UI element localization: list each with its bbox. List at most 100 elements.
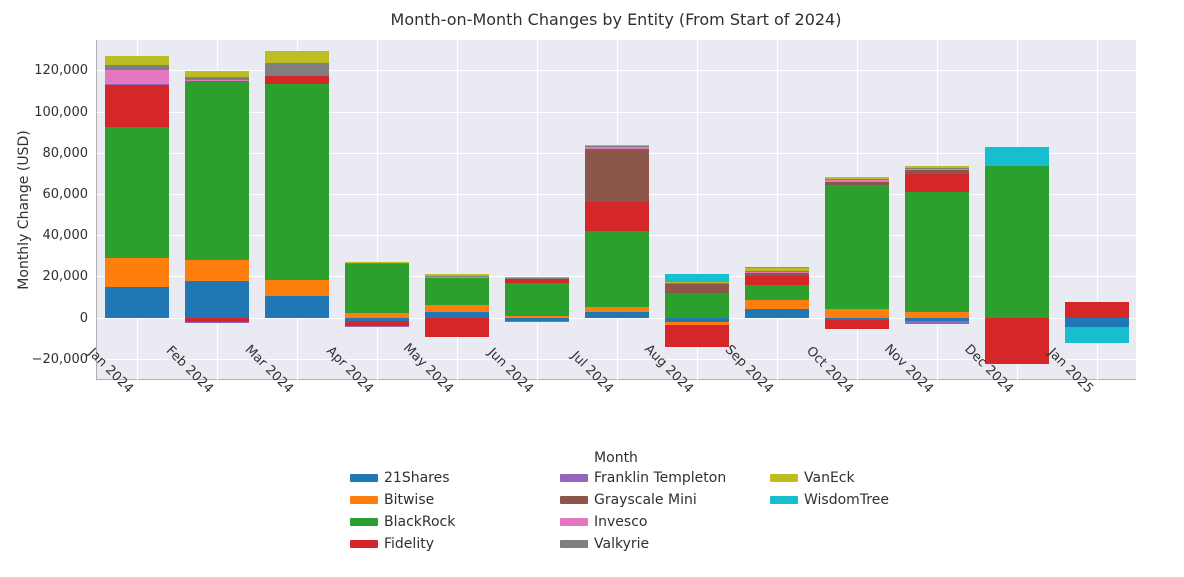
legend-swatch	[350, 474, 378, 482]
legend-label: Grayscale Mini	[594, 492, 697, 508]
legend-item: Grayscale Mini	[560, 492, 697, 508]
legend-item: BlackRock	[350, 514, 455, 530]
bar-segment	[505, 283, 569, 316]
bar-segment	[265, 63, 329, 75]
legend-item: Fidelity	[350, 536, 434, 552]
bar-segment	[185, 322, 249, 323]
bar-segment	[105, 127, 169, 259]
bar-segment	[665, 283, 729, 284]
legend-swatch	[350, 540, 378, 548]
legend-item: Invesco	[560, 514, 647, 530]
bar-segment	[265, 75, 329, 76]
legend-label: Franklin Templeton	[594, 470, 726, 486]
bar-segment	[585, 146, 649, 147]
legend-item: 21Shares	[350, 470, 450, 486]
bar-segment	[825, 309, 889, 318]
bar-segment	[745, 267, 809, 268]
bar-segment	[105, 84, 169, 85]
y-tick-label: 60,000	[43, 187, 89, 202]
bar-segment	[185, 71, 249, 77]
legend-swatch	[560, 518, 588, 526]
bar-segment	[665, 293, 729, 318]
bar-segment	[425, 318, 489, 337]
bar-segment	[985, 318, 1049, 363]
bar-segment	[505, 278, 569, 283]
bar-segment	[905, 192, 969, 312]
bar-segment	[585, 231, 649, 307]
bar-segment	[1065, 327, 1129, 342]
bar-segment	[585, 312, 649, 318]
bar-segment	[265, 84, 329, 280]
chart-title: Month-on-Month Changes by Entity (From S…	[391, 10, 842, 29]
y-tick-label: 120,000	[34, 63, 88, 78]
legend-swatch	[560, 474, 588, 482]
legend-label: Valkyrie	[594, 536, 649, 552]
bar-segment	[825, 179, 889, 180]
bar-segment	[585, 202, 649, 231]
bar-segment	[905, 170, 969, 174]
bar-segment	[345, 264, 409, 313]
bar-segment	[585, 145, 649, 146]
bar-segment	[825, 320, 889, 329]
bar-segment	[585, 307, 649, 312]
legend-item: WisdomTree	[770, 492, 889, 508]
bar-segment	[905, 174, 969, 193]
bar-segment	[345, 326, 409, 327]
bar-segment	[265, 296, 329, 319]
bar-segment	[745, 300, 809, 309]
bar-segment	[105, 85, 169, 126]
bar-segment	[345, 262, 409, 263]
bar-segment	[825, 180, 889, 181]
bar-segment	[745, 276, 809, 285]
bar-segment	[185, 81, 249, 260]
gridline-v	[537, 40, 538, 380]
legend-swatch	[560, 496, 588, 504]
bar-segment	[665, 325, 729, 348]
bar-segment	[425, 277, 489, 278]
legend-item: Valkyrie	[560, 536, 649, 552]
bar-segment	[105, 56, 169, 64]
bar-segment	[825, 185, 889, 309]
y-tick-label: 40,000	[43, 228, 89, 243]
bar-segment	[905, 312, 969, 318]
bar-segment	[505, 277, 569, 278]
legend-swatch	[560, 540, 588, 548]
bar-segment	[425, 274, 489, 276]
gridline-v	[777, 40, 778, 380]
figure: Month-on-Month Changes by Entity (From S…	[0, 0, 1184, 577]
legend-label: BlackRock	[384, 514, 455, 530]
bar-segment	[1065, 318, 1129, 327]
legend-swatch	[770, 496, 798, 504]
bar-segment	[745, 272, 809, 276]
y-axis-label: Monthly Change (USD)	[16, 130, 32, 289]
legend-label: Invesco	[594, 514, 647, 530]
bar-segment	[265, 51, 329, 62]
bar-segment	[585, 147, 649, 149]
bar-segment	[985, 147, 1049, 166]
legend-label: WisdomTree	[804, 492, 889, 508]
legend-label: 21Shares	[384, 470, 450, 486]
bar-segment	[265, 76, 329, 84]
bar-segment	[665, 283, 729, 293]
bar-segment	[105, 287, 169, 318]
bar-segment	[745, 271, 809, 272]
bar-segment	[105, 258, 169, 287]
x-axis-label: Month	[594, 450, 638, 466]
bar-segment	[825, 177, 889, 179]
bar-segment	[665, 282, 729, 283]
y-tick-label: 100,000	[34, 105, 88, 120]
bar-segment	[905, 321, 969, 324]
bar-segment	[745, 285, 809, 299]
bar-segment	[345, 313, 409, 318]
bar-segment	[425, 276, 489, 277]
legend-label: Fidelity	[384, 536, 434, 552]
bar-segment	[905, 169, 969, 171]
bar-segment	[185, 77, 249, 80]
legend-swatch	[770, 474, 798, 482]
bar-segment	[185, 281, 249, 318]
bar-segment	[905, 168, 969, 169]
bar-segment	[745, 272, 809, 273]
bar-segment	[185, 80, 249, 81]
legend-item: Bitwise	[350, 492, 434, 508]
bar-segment	[105, 65, 169, 70]
